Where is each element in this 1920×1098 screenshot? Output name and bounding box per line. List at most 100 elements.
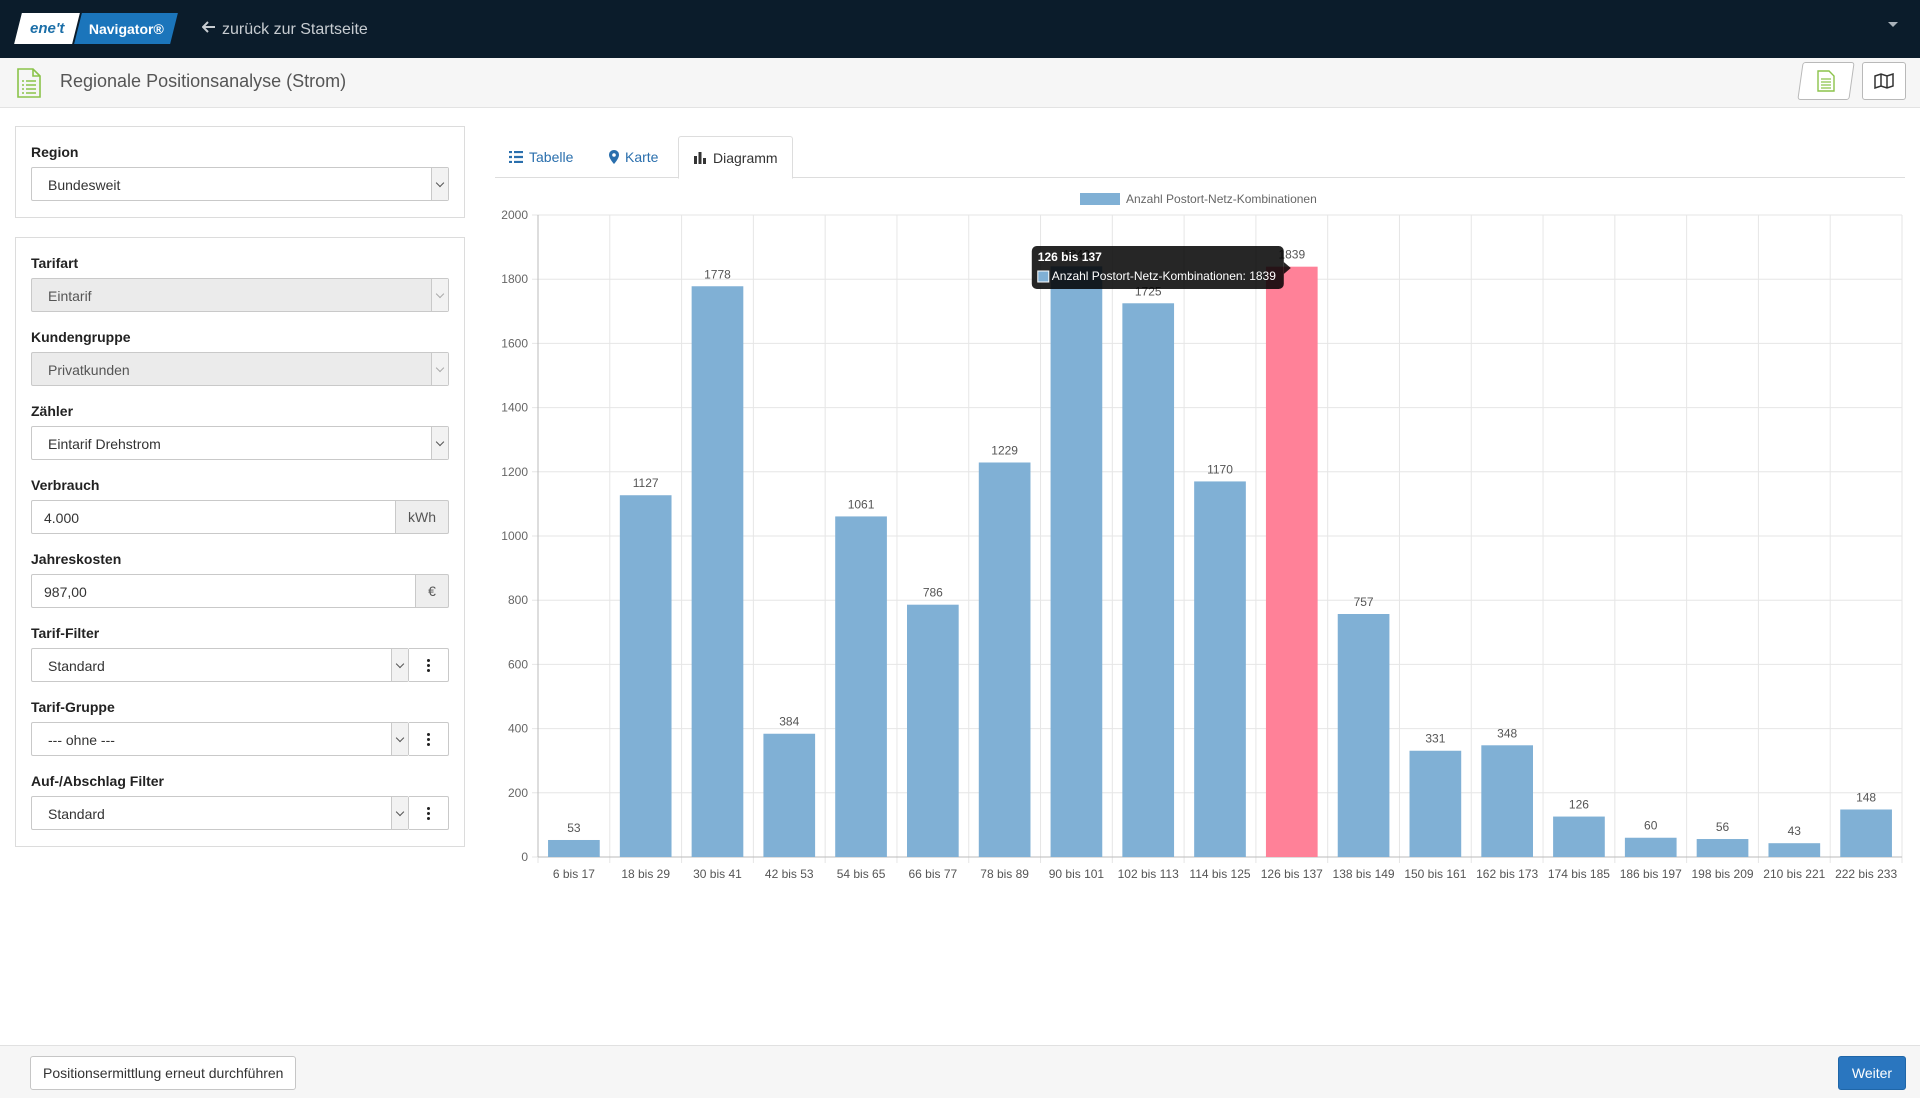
x-tick-label: 54 bis 65 [837,867,886,881]
bar [978,462,1031,857]
bar [1696,839,1749,857]
bar [1265,266,1318,857]
x-tick-label: 6 bis 17 [553,867,595,881]
y-tick-label: 800 [508,593,528,607]
next-button[interactable]: Weiter [1838,1056,1906,1090]
verbrauch-input[interactable]: 4.000 [31,500,396,534]
bar [1337,614,1390,857]
bar [1409,750,1462,857]
tarifgruppe-select[interactable]: --- ohne --- [31,722,409,756]
bar-value-label: 1061 [848,497,875,511]
jahreskosten-label: Jahreskosten [31,551,122,567]
bar-value-label: 1170 [1207,462,1233,476]
tooltip-caret [1283,262,1291,274]
back-to-home-link[interactable]: zurück zur Startseite [201,20,368,39]
x-tick-label: 162 bis 173 [1476,867,1538,881]
aufabschlag-value: Standard [48,806,105,822]
x-tick-label: 138 bis 149 [1333,867,1395,881]
bar-value-label: 53 [567,821,581,835]
bar [1840,809,1892,857]
back-link-label: zurück zur Startseite [222,20,368,38]
x-tick-label: 18 bis 29 [621,867,670,881]
bar [1624,837,1677,857]
x-tick-label: 150 bis 161 [1404,867,1466,881]
legend-swatch [1080,193,1120,205]
verbrauch-label: Verbrauch [31,477,100,493]
kundengruppe-value: Privatkunden [48,362,130,378]
y-tick-label: 600 [508,657,528,671]
tab-tabelle[interactable]: Tabelle [495,136,587,178]
y-tick-label: 200 [508,786,528,800]
y-tick-label: 1600 [501,336,528,350]
jahreskosten-input[interactable]: 987,00 [31,574,416,608]
page-header: Regionale Positionsanalyse (Strom) [0,58,1920,108]
tab-karte[interactable]: Karte [595,136,672,178]
tab-diagramm[interactable]: Diagramm [678,136,793,179]
bar-value-label: 56 [1716,820,1730,834]
bar [691,286,744,858]
zaehler-select[interactable]: Eintarif Drehstrom [31,426,449,460]
region-value: Bundesweit [48,177,121,193]
tarifgruppe-options-button[interactable] [409,722,449,756]
bar [1481,745,1534,857]
tab-karte-label: Karte [625,149,659,165]
tariffilter-options-button[interactable] [409,648,449,682]
map-view-button[interactable] [1862,62,1906,100]
chart-tooltip [1031,246,1284,289]
bar-chart-icon [694,151,706,164]
tariff-settings-panel: Tarifart Eintarif Kundengruppe Privatkun… [15,237,465,847]
bar-value-label: 1778 [704,267,731,281]
tarifart-label: Tarifart [31,255,79,271]
zaehler-label: Zähler [31,403,74,419]
tarifart-select: Eintarif [31,278,449,312]
aufabschlag-label: Auf-/Abschlag Filter [31,773,165,789]
bar-value-label: 331 [1425,732,1445,746]
bar-value-label: 757 [1354,595,1374,609]
report-view-button[interactable] [1797,62,1855,100]
y-tick-label: 2000 [501,208,528,222]
chevron-down-icon [391,649,408,681]
page-title: Regionale Positionsanalyse (Strom) [60,71,347,91]
tooltip-title: 126 bis 137 [1038,250,1102,264]
region-select[interactable]: Bundesweit [31,167,449,201]
tarifart-value: Eintarif [48,288,92,304]
kundengruppe-select: Privatkunden [31,352,449,386]
rerun-position-button[interactable]: Positionsermittlung erneut durchführen [30,1056,297,1090]
legend-label: Anzahl Postort-Netz-Kombinationen [1126,192,1317,206]
chevron-down-icon [431,168,448,200]
list-icon [509,151,523,163]
chevron-down-icon [431,279,448,311]
x-tick-label: 102 bis 113 [1118,867,1179,881]
kundengruppe-label: Kundengruppe [31,329,131,345]
tab-tabelle-label: Tabelle [529,149,574,165]
arrow-left-icon [201,20,216,39]
tarifgruppe-value: --- ohne --- [48,732,115,748]
verbrauch-unit: kWh [396,500,449,534]
x-tick-label: 90 bis 101 [1049,867,1105,881]
tooltip-swatch [1037,270,1050,283]
bar [1553,816,1605,857]
x-tick-label: 30 bis 41 [693,867,742,881]
bar [763,733,816,857]
chevron-down-icon [431,353,448,385]
bar [548,839,600,857]
tariffilter-label: Tarif-Filter [31,625,100,641]
y-tick-label: 400 [508,722,528,736]
bar [1768,843,1821,857]
bar-value-label: 43 [1788,824,1802,838]
user-menu-caret-icon[interactable] [1888,22,1898,27]
tariffilter-value: Standard [48,658,105,674]
x-tick-label: 198 bis 209 [1691,867,1753,881]
footer-bar: Positionsermittlung erneut durchführen W… [0,1045,1920,1098]
bar [906,604,959,857]
zaehler-value: Eintarif Drehstrom [48,436,161,452]
navigator-logo[interactable]: ene't Navigator® [14,13,178,44]
aufabschlag-select[interactable]: Standard [31,796,409,830]
bar-value-label: 786 [923,586,943,600]
bar-value-label: 126 [1569,798,1589,812]
chevron-down-icon [431,427,448,459]
aufabschlag-options-button[interactable] [409,796,449,830]
tariffilter-select[interactable]: Standard [31,648,409,682]
bar-value-label: 1229 [991,443,1018,457]
jahreskosten-unit: € [416,574,449,608]
